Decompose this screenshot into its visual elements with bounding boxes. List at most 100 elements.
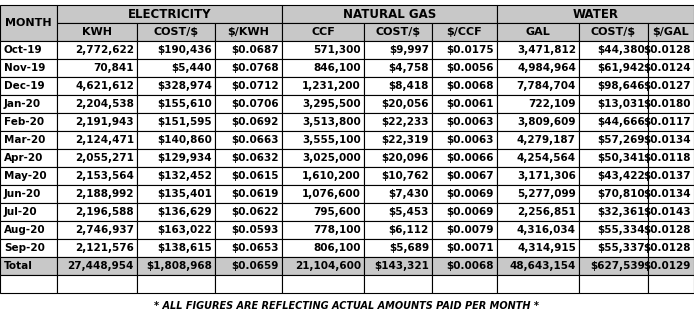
Bar — [215, 185, 282, 203]
Bar — [497, 23, 579, 41]
Text: 2,121,576: 2,121,576 — [75, 243, 134, 253]
Bar — [215, 275, 282, 293]
Text: $0.0128: $0.0128 — [643, 225, 691, 235]
Bar — [364, 221, 432, 239]
Text: 1,076,600: 1,076,600 — [302, 189, 361, 199]
Bar — [497, 167, 579, 185]
Bar — [57, 275, 137, 293]
Bar — [0, 185, 57, 203]
Text: COST/$: COST/$ — [153, 27, 198, 37]
Text: Jul-20: Jul-20 — [4, 207, 37, 217]
Text: 27,448,954: 27,448,954 — [67, 261, 134, 271]
Bar — [432, 257, 497, 275]
Text: $22,233: $22,233 — [382, 117, 429, 127]
Text: $151,595: $151,595 — [158, 117, 212, 127]
Text: $98,646: $98,646 — [598, 81, 645, 91]
Text: $0.0768: $0.0768 — [231, 63, 279, 73]
Text: 3,471,812: 3,471,812 — [517, 45, 576, 55]
Text: $0.0706: $0.0706 — [231, 99, 279, 109]
Text: $0.0066: $0.0066 — [446, 153, 494, 163]
Text: MONTH: MONTH — [5, 18, 52, 28]
Text: $57,269: $57,269 — [598, 135, 645, 145]
Text: 2,055,271: 2,055,271 — [75, 153, 134, 163]
Text: COST/$: COST/$ — [375, 27, 421, 37]
Text: $0.0180: $0.0180 — [643, 99, 691, 109]
Bar — [432, 23, 497, 41]
Bar — [0, 95, 57, 113]
Bar — [364, 275, 432, 293]
Text: $0.0128: $0.0128 — [643, 243, 691, 253]
Text: $0.0061: $0.0061 — [446, 99, 494, 109]
Bar — [57, 95, 137, 113]
Bar — [497, 95, 579, 113]
Text: $20,056: $20,056 — [382, 99, 429, 109]
Bar — [648, 221, 694, 239]
Text: $0.0118: $0.0118 — [643, 153, 691, 163]
Bar — [215, 149, 282, 167]
Text: $0.0663: $0.0663 — [232, 135, 279, 145]
Text: 3,171,306: 3,171,306 — [517, 171, 576, 181]
Bar — [282, 131, 364, 149]
Text: $5,440: $5,440 — [171, 63, 212, 73]
Bar — [579, 149, 648, 167]
Bar — [137, 167, 215, 185]
Bar — [497, 275, 579, 293]
Text: 1,610,200: 1,610,200 — [303, 171, 361, 181]
Bar — [282, 5, 497, 23]
Bar — [137, 113, 215, 131]
Text: $0.0124: $0.0124 — [643, 63, 691, 73]
Bar — [57, 41, 137, 59]
Bar — [57, 23, 137, 41]
Bar — [497, 59, 579, 77]
Text: $143,321: $143,321 — [374, 261, 429, 271]
Bar — [0, 239, 57, 257]
Bar — [0, 221, 57, 239]
Text: $0.0068: $0.0068 — [446, 261, 494, 271]
Text: 5,277,099: 5,277,099 — [517, 189, 576, 199]
Text: $0.0071: $0.0071 — [446, 243, 494, 253]
Text: 2,191,943: 2,191,943 — [76, 117, 134, 127]
Text: 795,600: 795,600 — [314, 207, 361, 217]
Text: 2,124,471: 2,124,471 — [75, 135, 134, 145]
Bar — [215, 59, 282, 77]
Bar — [648, 59, 694, 77]
Text: $0.0056: $0.0056 — [446, 63, 494, 73]
Text: * ALL FIGURES ARE REFLECTING ACTUAL AMOUNTS PAID PER MONTH *: * ALL FIGURES ARE REFLECTING ACTUAL AMOU… — [155, 301, 539, 311]
Bar — [137, 257, 215, 275]
Text: $132,452: $132,452 — [157, 171, 212, 181]
Bar — [432, 149, 497, 167]
Text: $61,942: $61,942 — [598, 63, 645, 73]
Bar — [0, 5, 57, 41]
Text: $0.0593: $0.0593 — [232, 225, 279, 235]
Text: Oct-19: Oct-19 — [4, 45, 42, 55]
Bar — [137, 239, 215, 257]
Bar — [579, 239, 648, 257]
Text: 2,196,588: 2,196,588 — [76, 207, 134, 217]
Bar — [579, 113, 648, 131]
Text: $0.0063: $0.0063 — [446, 135, 494, 145]
Text: May-20: May-20 — [4, 171, 46, 181]
Bar — [364, 77, 432, 95]
Bar — [364, 239, 432, 257]
Bar — [215, 95, 282, 113]
Bar — [215, 113, 282, 131]
Bar — [282, 221, 364, 239]
Text: Nov-19: Nov-19 — [4, 63, 45, 73]
Text: $0.0622: $0.0622 — [232, 207, 279, 217]
Bar — [57, 5, 282, 23]
Text: $55,337: $55,337 — [598, 243, 645, 253]
Bar — [137, 23, 215, 41]
Text: $0.0632: $0.0632 — [232, 153, 279, 163]
Bar — [57, 77, 137, 95]
Bar — [215, 23, 282, 41]
Bar — [137, 131, 215, 149]
Bar — [282, 275, 364, 293]
Text: Apr-20: Apr-20 — [4, 153, 43, 163]
Text: 2,746,937: 2,746,937 — [75, 225, 134, 235]
Bar — [648, 95, 694, 113]
Bar — [57, 167, 137, 185]
Bar — [497, 221, 579, 239]
Bar — [497, 149, 579, 167]
Text: WATER: WATER — [573, 7, 618, 20]
Bar — [497, 185, 579, 203]
